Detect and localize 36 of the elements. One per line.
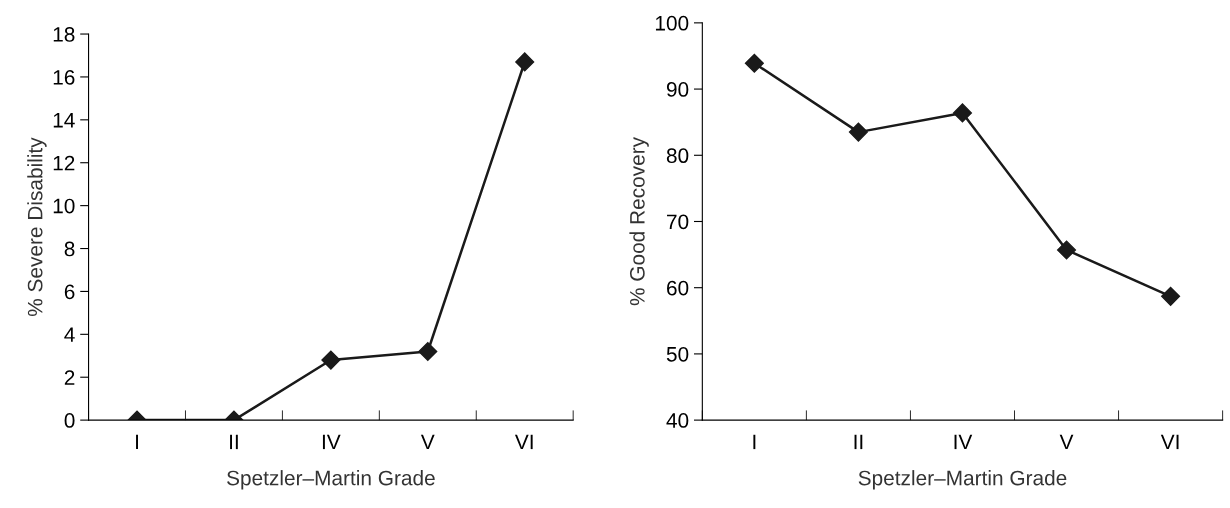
y-tick-label: 6 [64, 284, 75, 300]
y-tick-label: 12 [53, 155, 75, 171]
y-tick-label: 8 [64, 241, 75, 257]
x-tick-label: II [854, 434, 863, 450]
point [848, 122, 868, 142]
y-tick-label: 2 [64, 370, 75, 385]
x-tick-label: V [420, 434, 435, 450]
y-tick-label: 90 [666, 82, 689, 97]
y-tick-label: 40 [666, 413, 689, 428]
x-axis-title: Spetzler–Martin Grade [858, 470, 1067, 490]
y-tick-label: 16 [53, 69, 75, 85]
y-axis-title: % Good Recovery [629, 136, 649, 306]
point [1056, 240, 1077, 260]
x-axis-title: Spetzler–Martin Grade [227, 470, 435, 490]
x-tick-label: I [136, 434, 138, 450]
x-tick-label: VI [1160, 434, 1179, 450]
x-tick-label: IV [322, 434, 341, 450]
y-tick-label: 18 [53, 27, 75, 42]
x-tick-label: V [1059, 434, 1074, 450]
x-tick-label: VI [514, 434, 533, 450]
y-tick-label: 70 [667, 214, 689, 230]
y-tick-label: 100 [655, 15, 689, 31]
y-tick-label: 60 [667, 280, 689, 296]
y-tick-label: 50 [666, 346, 689, 362]
y-axis-title: % Severe Disability [27, 137, 47, 317]
x-tick-label: IV [954, 434, 973, 450]
point [744, 53, 764, 73]
y-tick-label: 14 [53, 113, 75, 128]
point [1161, 286, 1181, 306]
x-tick-label: II [230, 434, 238, 450]
point [952, 103, 973, 123]
y-tick-label: 10 [53, 198, 75, 214]
y-tick-label: 80 [666, 148, 689, 164]
y-tick-label: 0 [64, 413, 75, 428]
x-tick-label: I [753, 434, 756, 450]
y-tick-label: 4 [64, 327, 75, 342]
